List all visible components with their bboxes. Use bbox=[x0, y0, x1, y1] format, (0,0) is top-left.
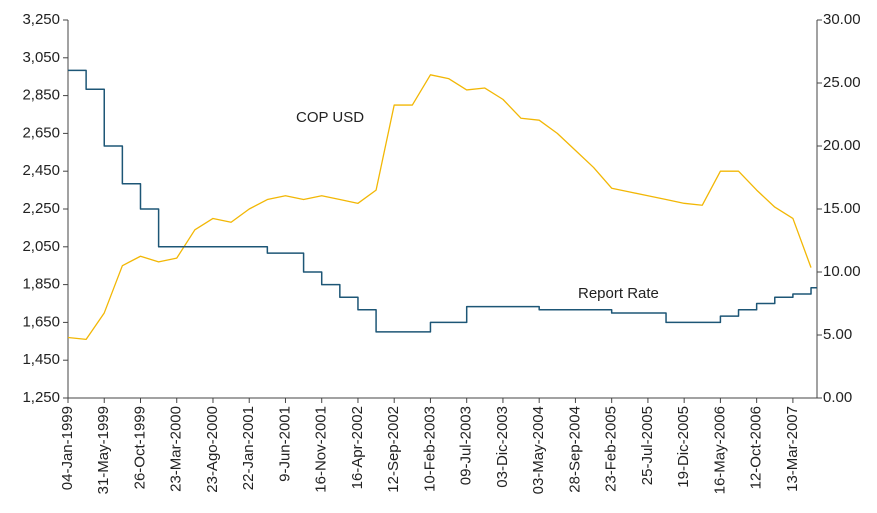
y2-tick-label: 25.00 bbox=[823, 74, 861, 91]
series-label: COP USD bbox=[296, 109, 364, 126]
y-tick-label: 1,250 bbox=[22, 389, 60, 406]
series-label: Report Rate bbox=[578, 285, 659, 302]
y-tick-label: 2,850 bbox=[22, 87, 60, 104]
y2-tick-label: 10.00 bbox=[823, 263, 861, 280]
x-tick-label: 23-Mar-2000 bbox=[168, 406, 185, 492]
x-tick-label: 04-Jan-1999 bbox=[59, 406, 76, 490]
x-tick-label: 19-Dic-2005 bbox=[675, 406, 692, 488]
y-tick-label: 2,250 bbox=[22, 200, 60, 217]
x-tick-label: 16-Apr-2002 bbox=[349, 406, 366, 489]
x-tick-label: 12-Sep-2002 bbox=[385, 406, 402, 493]
x-tick-label: 28-Sep-2004 bbox=[566, 406, 583, 493]
y-tick-label: 3,250 bbox=[22, 11, 60, 28]
x-tick-label: 09-Jul-2003 bbox=[458, 406, 475, 485]
x-tick-label: 13-Mar-2007 bbox=[784, 406, 801, 492]
y2-tick-label: 30.00 bbox=[823, 11, 861, 28]
x-tick-label: 16-May-2006 bbox=[711, 406, 728, 494]
y2-tick-label: 0.00 bbox=[823, 389, 852, 406]
y-tick-label: 1,650 bbox=[22, 313, 60, 330]
y-tick-label: 3,050 bbox=[22, 49, 60, 66]
x-tick-label: 22-Jan-2001 bbox=[240, 406, 257, 490]
x-tick-label: 03-May-2004 bbox=[530, 406, 547, 494]
x-tick-label: 23-Ago-2000 bbox=[204, 406, 221, 493]
x-tick-label: 12-Oct-2006 bbox=[748, 406, 765, 489]
x-tick-label: 03-Dic-2003 bbox=[494, 406, 511, 488]
y2-tick-label: 20.00 bbox=[823, 137, 861, 154]
series-line bbox=[68, 69, 817, 333]
x-tick-label: 25-Jul-2005 bbox=[639, 406, 656, 485]
y-tick-label: 2,050 bbox=[22, 238, 60, 255]
x-tick-label: 26-Oct-1999 bbox=[131, 406, 148, 489]
x-tick-label: 16-Nov-2001 bbox=[313, 406, 330, 493]
x-tick-label: 9-Jun-2001 bbox=[276, 406, 293, 482]
x-tick-label: 10-Feb-2003 bbox=[421, 406, 438, 492]
x-tick-label: 31-May-1999 bbox=[95, 406, 112, 494]
y2-tick-label: 15.00 bbox=[823, 200, 861, 217]
y2-tick-label: 5.00 bbox=[823, 326, 852, 343]
y-tick-label: 1,850 bbox=[22, 276, 60, 293]
y-tick-label: 1,450 bbox=[22, 351, 60, 368]
x-tick-label: 23-Feb-2005 bbox=[603, 406, 620, 492]
y-tick-label: 2,450 bbox=[22, 162, 60, 179]
series-line bbox=[67, 74, 812, 341]
y-tick-label: 2,650 bbox=[22, 124, 60, 141]
